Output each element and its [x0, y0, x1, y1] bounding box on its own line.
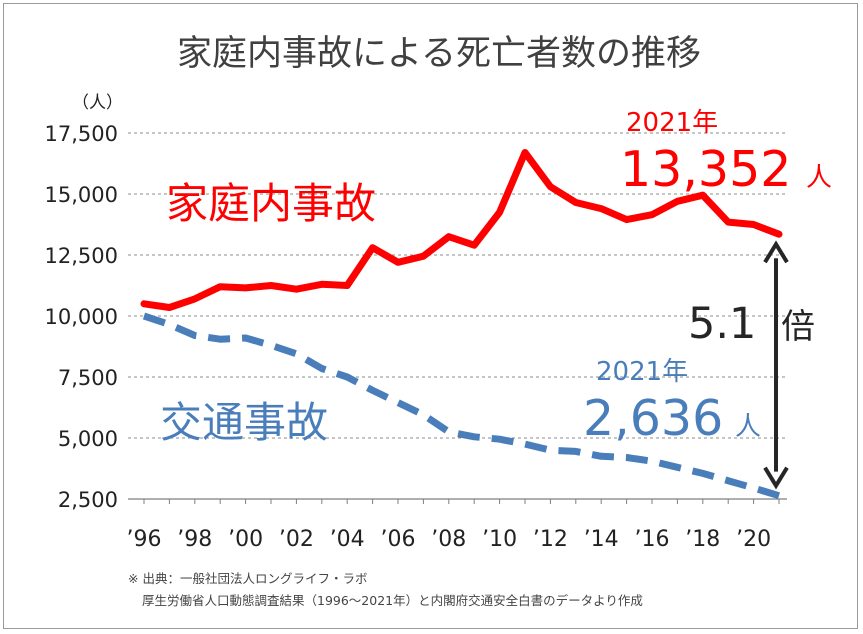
home-accident-line [140, 149, 783, 311]
traffic-annotation-value: 2,636 [583, 390, 723, 447]
y-axis-unit-label: （人） [72, 93, 123, 113]
y-tick-label: 10,000 [45, 305, 118, 329]
x-tick-label: ’14 [584, 527, 619, 552]
home-annotation-unit: 人 [806, 163, 832, 193]
x-tick-label: ’20 [736, 527, 771, 552]
y-tick-label: 2,500 [58, 488, 118, 512]
y-tick-label: 15,000 [45, 183, 118, 207]
x-tick-label: ’12 [533, 527, 568, 552]
x-tick-label: ’08 [431, 527, 466, 552]
y-tick-label: 12,500 [45, 244, 118, 268]
x-tick-label: ’02 [279, 527, 314, 552]
y-tick-label: 17,500 [45, 122, 118, 146]
y-tick-label: 7,500 [58, 366, 118, 390]
ratio-arrow-head-up [763, 240, 789, 264]
traffic-annotation-unit: 人 [735, 412, 761, 442]
source-note-line1: ※ 出典：一般社団法人ロングライフ・ラボ [128, 571, 368, 586]
chart-frame [3, 3, 858, 629]
traffic-accident-line [142, 312, 781, 500]
x-tick-label: ’96 [127, 527, 162, 552]
x-tick-label: ’10 [482, 527, 517, 552]
chart-title: 家庭内事故による死亡者数の推移 [177, 34, 701, 74]
x-tick-label: ’04 [330, 527, 365, 552]
x-tick-label: ’06 [381, 527, 416, 552]
x-tick-label: ’98 [177, 527, 212, 552]
x-tick-label: ’16 [635, 527, 670, 552]
series-label-traffic-accident: 交通事故 [160, 398, 328, 447]
ratio-value: 5.1 [688, 299, 756, 349]
source-note-line2: 厚生労働省人口動態調査結果（1996〜2021年）と内閣府交通安全白書のデータよ… [142, 593, 643, 608]
ratio-arrow-head-down [763, 466, 789, 490]
x-tick-label: ’18 [685, 527, 720, 552]
home-annotation-value: 13,352 [620, 141, 791, 198]
series-label-home-accident: 家庭内事故 [166, 179, 376, 228]
x-tick-label: ’00 [228, 527, 263, 552]
traffic-annotation-year: 2021年 [596, 357, 688, 387]
ratio-unit: 倍 [781, 307, 815, 347]
y-tick-label: 5,000 [58, 427, 118, 451]
home-annotation-year: 2021年 [626, 108, 718, 138]
